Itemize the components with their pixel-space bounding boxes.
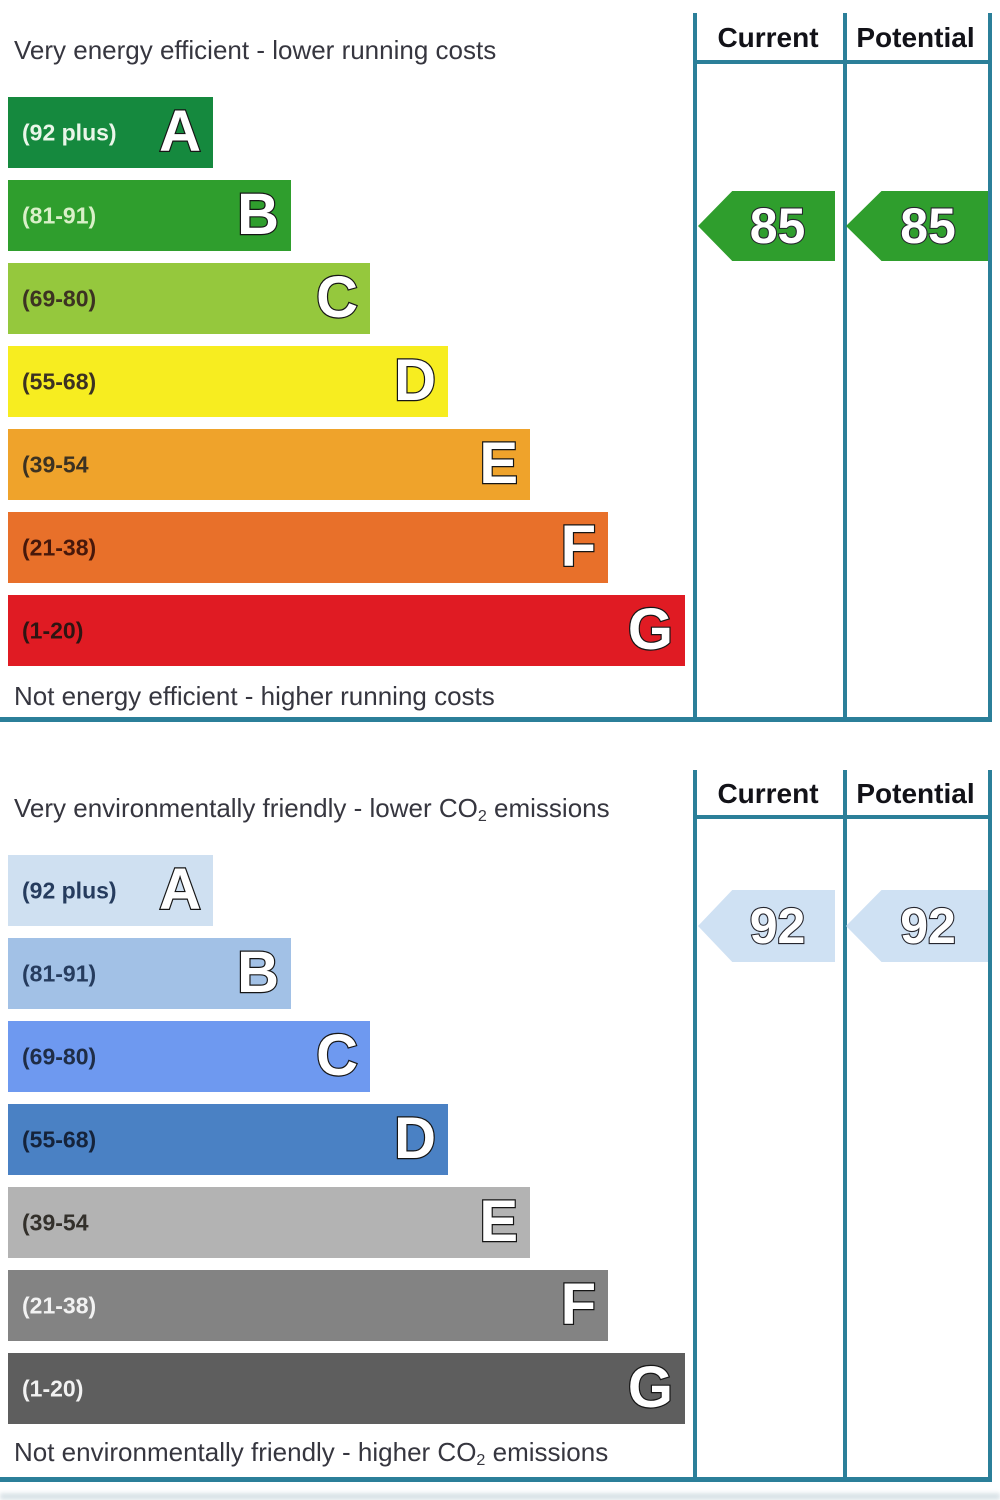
co2-table-line-middle xyxy=(843,770,847,1482)
co2-band-letter: A xyxy=(158,856,202,922)
co2-band-range: (81-91) xyxy=(22,960,97,986)
energy-band-g: (1-20) G xyxy=(8,595,685,666)
co2-table-line-right xyxy=(988,770,992,1482)
co2-band-range: (21-38) xyxy=(22,1292,97,1318)
energy-chart-footer: Not energy efficient - higher running co… xyxy=(14,681,495,711)
co2-band-letter: E xyxy=(478,1188,519,1254)
co2-title-suffix: emissions xyxy=(486,793,610,823)
co2-band-d: (55-68) D xyxy=(8,1104,448,1175)
co2-current-rating-arrow: 92 xyxy=(698,890,835,962)
energy-current-column-header: Current xyxy=(717,22,819,53)
energy-band-letter: C xyxy=(315,264,359,330)
energy-potential-value: 85 xyxy=(899,198,957,254)
co2-chart-footer: Not environmentally friendly - higher CO… xyxy=(14,1437,608,1470)
energy-potential-column-header: Potential xyxy=(856,22,975,53)
co2-table-bottom-line xyxy=(0,1477,992,1482)
co2-band-e: (39-54 E xyxy=(8,1187,530,1258)
energy-current-rating-arrow: 85 xyxy=(698,191,835,261)
energy-band-b: (81-91) B xyxy=(8,180,291,251)
co2-footer-text: Not environmentally friendly - higher CO xyxy=(14,1437,477,1467)
energy-band-letter: D xyxy=(393,347,437,413)
energy-rating-bands: (92 plus) A (81-91) B (69-80) C (55-68) D (39-54… xyxy=(8,97,685,666)
energy-chart-title: Very energy efficient - lower running co… xyxy=(14,35,497,65)
energy-band-d: (55-68) D xyxy=(8,346,448,417)
co2-band-letter: C xyxy=(315,1022,359,1088)
co2-band-letter: G xyxy=(627,1354,675,1420)
energy-table-bottom-line xyxy=(0,717,992,722)
co2-band-b: (81-91) B xyxy=(8,938,291,1009)
energy-band-range: (69-80) xyxy=(22,285,97,311)
co2-band-range: (55-68) xyxy=(22,1126,97,1152)
energy-band-letter: B xyxy=(236,181,280,247)
co2-band-range: (1-20) xyxy=(22,1375,84,1401)
energy-table-line-right xyxy=(988,13,992,721)
page-edge-smudge xyxy=(0,1493,1000,1500)
co2-title-text: Very environmentally friendly - lower CO xyxy=(14,793,478,823)
co2-band-letter: D xyxy=(393,1105,437,1171)
energy-band-c: (69-80) C xyxy=(8,263,370,334)
energy-header-underline xyxy=(693,60,992,64)
co2-title-subscript: 2 xyxy=(477,807,487,826)
energy-band-e: (39-54 E xyxy=(8,429,530,500)
co2-band-a: (92 plus) A xyxy=(8,855,213,926)
energy-band-a: (92 plus) A xyxy=(8,97,213,168)
co2-footer-suffix: emissions xyxy=(485,1437,609,1467)
co2-current-column-header: Current xyxy=(717,778,819,809)
co2-table-line-left xyxy=(693,770,697,1482)
co2-footer-subscript: 2 xyxy=(476,1451,486,1470)
co2-band-c: (69-80) C xyxy=(8,1021,370,1092)
energy-table-line-middle xyxy=(843,13,847,721)
energy-band-range: (21-38) xyxy=(22,534,97,560)
energy-band-f: (21-38) F xyxy=(8,512,608,583)
energy-band-range: (55-68) xyxy=(22,368,97,394)
co2-potential-value: 92 xyxy=(899,898,957,954)
co2-rating-bands: (92 plus) A (81-91) B (69-80) C (55-68) D (39-54… xyxy=(8,855,685,1424)
energy-band-letter: G xyxy=(627,596,675,662)
co2-band-range: (39-54 xyxy=(22,1209,89,1235)
co2-potential-rating-arrow: 92 xyxy=(846,890,988,962)
co2-chart-title: Very environmentally friendly - lower CO… xyxy=(14,793,610,826)
co2-band-range: (92 plus) xyxy=(22,877,117,903)
energy-table-line-left xyxy=(693,13,697,721)
co2-band-letter: F xyxy=(559,1271,597,1337)
co2-band-g: (1-20) G xyxy=(8,1353,685,1424)
co2-current-value: 92 xyxy=(749,898,807,954)
energy-band-letter: A xyxy=(158,98,202,164)
energy-band-letter: F xyxy=(559,513,597,579)
energy-potential-rating-arrow: 85 xyxy=(846,191,988,261)
co2-potential-column-header: Potential xyxy=(856,778,975,809)
co2-header-underline xyxy=(693,815,992,819)
energy-band-range: (1-20) xyxy=(22,617,84,643)
co2-band-f: (21-38) F xyxy=(8,1270,608,1341)
energy-band-letter: E xyxy=(478,430,519,496)
energy-band-range: (39-54 xyxy=(22,451,89,477)
co2-band-letter: B xyxy=(236,939,280,1005)
co2-band-range: (69-80) xyxy=(22,1043,97,1069)
energy-current-value: 85 xyxy=(749,198,807,254)
energy-band-range: (92 plus) xyxy=(22,119,117,145)
energy-band-range: (81-91) xyxy=(22,202,97,228)
